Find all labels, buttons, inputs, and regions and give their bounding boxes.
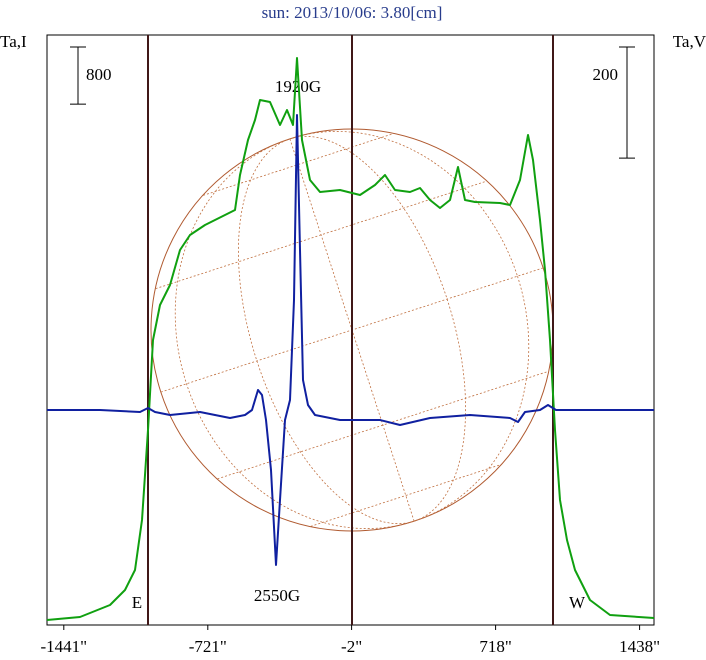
annotation: W: [569, 593, 586, 612]
annotation: 2550G: [254, 586, 300, 605]
x-tick-label: 1438": [619, 637, 660, 656]
annotation: E: [132, 593, 142, 612]
x-tick-label: 718": [479, 637, 511, 656]
scale-bar-label: 800: [86, 65, 112, 84]
plot-frame: [46, 34, 655, 626]
series-line: [46, 57, 655, 621]
y-axis-label: Ta,I: [0, 32, 27, 51]
scale-bar-label: 200: [593, 65, 619, 84]
series-line: [47, 114, 654, 566]
y2-axis-label: Ta,V: [673, 32, 706, 51]
x-tick-label: -2": [341, 637, 362, 656]
chart-title: sun: 2013/10/06: 3.80[cm]: [262, 3, 443, 22]
x-tick-label: -721": [189, 637, 227, 656]
x-tick-label: -1441": [40, 637, 87, 656]
